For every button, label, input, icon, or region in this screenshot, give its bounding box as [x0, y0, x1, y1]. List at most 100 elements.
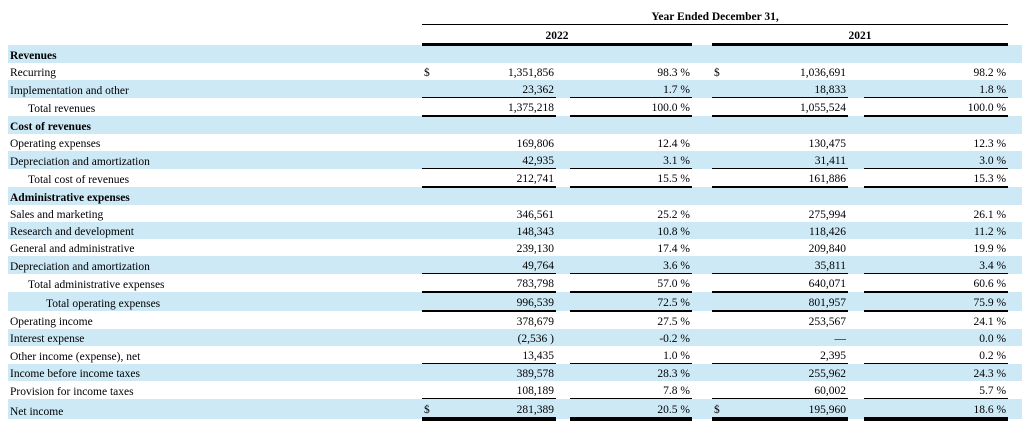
column-spacer [848, 329, 864, 346]
amount-2022: $1,351,856 [422, 63, 556, 80]
amount-value-2022: 42,935 [522, 155, 554, 167]
amount-2022 [422, 116, 556, 134]
group-gap [692, 364, 712, 382]
amount-2021: 275,994 [712, 205, 848, 222]
amount-value-2022: (2,536 ) [517, 333, 554, 345]
amount-value-2022: 212,741 [516, 173, 554, 185]
group-gap [692, 222, 712, 239]
percent-2021: 24.1 % [973, 316, 1007, 328]
group-gap [692, 45, 712, 64]
dollar-sign-2021: $ [714, 67, 720, 79]
percent-2021: 98.2 % [973, 67, 1007, 79]
amount-2021: 209,840 [712, 239, 848, 256]
percent-2022 [570, 45, 692, 64]
amount-2021: 161,886 [712, 168, 848, 188]
group-gap [692, 274, 712, 293]
amount-value-2022: 169,806 [516, 138, 554, 150]
amount-value-2021: 1,036,691 [800, 67, 846, 79]
amount-2022: 996,539 [422, 292, 556, 312]
table-row: Depreciation and amortization 42,935 3.1 %… [8, 151, 1022, 169]
table-row: Income before income taxes 389,578 28.3 % 2… [8, 363, 1022, 382]
percent-2022: 27.5 % [657, 316, 690, 328]
row-edge [1008, 151, 1022, 169]
row-label: Total cost of revenues [28, 174, 130, 186]
percent-2021: 24.3 % [973, 368, 1007, 380]
column-spacer [556, 346, 570, 364]
table-row: Total revenues 1,375,218 100.0 % 1,055,524 1… [8, 97, 1022, 117]
percent-2021: 15.3 % [864, 168, 1009, 188]
row-label: Interest expense [10, 333, 85, 345]
group-gap [692, 187, 712, 205]
percent-2022: 1.7 % [570, 80, 692, 98]
amount-2022: 346,561 [422, 205, 556, 222]
table-row: Other income (expense), net 13,435 1.0 % 2,… [8, 346, 1022, 364]
column-spacer [556, 187, 570, 205]
group-gap [692, 381, 712, 399]
amount-2022: 169,806 [422, 134, 556, 151]
table-row: Total administrative expenses 783,798 57.0… [8, 273, 1022, 293]
amount-2022: 23,362 [422, 80, 556, 98]
percent-2021: 18.6 % [864, 398, 1009, 421]
amount-2021 [712, 45, 848, 64]
percent-2022: 10.8 % [657, 226, 690, 238]
table-row: Total cost of revenues 212,741 15.5 % 161,8… [8, 168, 1022, 188]
row-label: General and administrative [10, 243, 135, 255]
amount-2021: 1,055,524 [712, 97, 848, 117]
column-spacer [556, 364, 570, 382]
column-spacer [556, 116, 570, 134]
percent-2022 [570, 187, 692, 205]
amount-value-2022: 346,561 [516, 209, 554, 221]
amount-value-2021: 801,957 [808, 297, 846, 309]
percent-2021 [864, 116, 1008, 134]
row-edge [1008, 222, 1022, 239]
dollar-sign-2021: $ [714, 404, 720, 416]
column-spacer [848, 151, 864, 169]
percent-2022: 20.5 % [570, 398, 692, 421]
amount-value-2021: 253,567 [808, 316, 846, 328]
table-title: Year Ended December 31, [422, 5, 1009, 25]
amount-2021: 60,002 [712, 381, 848, 399]
group-gap [692, 169, 712, 188]
column-spacer [848, 256, 864, 274]
column-spacer [556, 205, 570, 222]
row-edge [1008, 80, 1022, 98]
column-spacer [556, 63, 570, 80]
column-spacer [848, 292, 864, 311]
group-gap [692, 256, 712, 274]
percent-2022: 28.3 % [657, 368, 690, 380]
amount-2021: 640,071 [712, 273, 848, 293]
amount-2021: 801,957 [712, 292, 848, 312]
row-label: Operating income [10, 316, 93, 328]
row-label: Research and development [10, 226, 134, 238]
amount-value-2022: 239,130 [516, 243, 554, 255]
row-edge [1008, 274, 1022, 293]
column-spacer [848, 187, 864, 205]
column-spacer [848, 381, 864, 399]
amount-2022: 239,130 [422, 239, 556, 256]
row-label: Income before income taxes [10, 368, 140, 380]
year-spacer [8, 25, 422, 45]
row-label: Provision for income taxes [10, 385, 134, 398]
year-header-row: 2022 2021 [8, 24, 1022, 46]
group-gap [692, 292, 712, 311]
amount-value-2022: 49,764 [522, 260, 554, 272]
amount-value-2021: 18,833 [814, 84, 846, 96]
amount-value-2021: 195,960 [808, 404, 846, 416]
table-row: Operating income 378,679 27.5 % 253,567 24.1… [8, 311, 1022, 329]
row-edge [1008, 399, 1022, 420]
table-row: Net income $281,389 20.5 % $195,960 18.6 % [8, 398, 1022, 421]
amount-value-2021: 60,002 [814, 385, 846, 397]
table-body: Revenues Recurring $1,351,856 98.3 % $1,036,… [8, 44, 1022, 421]
row-edge [1008, 381, 1022, 399]
row-edge [1008, 98, 1022, 117]
row-edge [1008, 169, 1022, 188]
table-row: Total operating expenses 996,539 72.5 % 801… [8, 292, 1022, 312]
amount-value-2022: 1,375,218 [508, 102, 554, 114]
amount-2022: $281,389 [422, 398, 556, 421]
column-spacer [556, 169, 570, 188]
amount-2021: — [712, 329, 848, 346]
percent-2021: 100.0 % [864, 97, 1009, 117]
amount-2021: $195,960 [712, 398, 848, 421]
group-gap [692, 239, 712, 256]
